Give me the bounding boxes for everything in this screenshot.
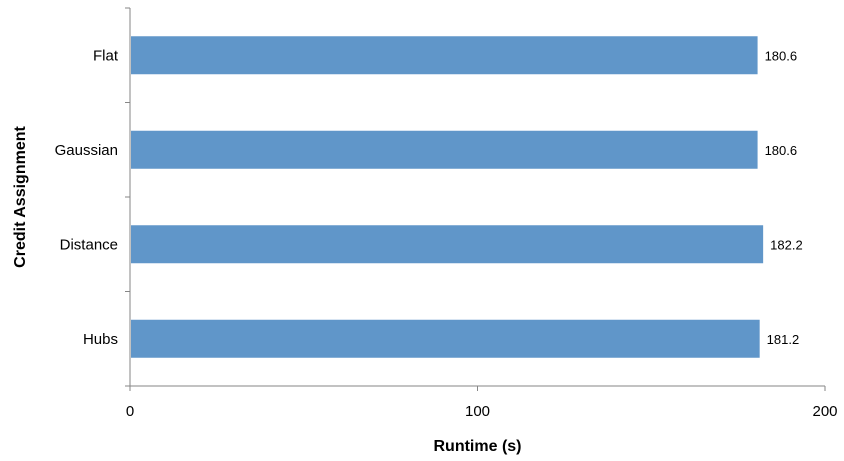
- bar-hubs: [131, 319, 760, 358]
- bar-flat: [131, 36, 758, 75]
- bar-distance: [131, 225, 764, 264]
- data-label-flat: 180.6: [765, 48, 798, 63]
- x-axis: 0 100 200: [126, 385, 838, 420]
- x-tick-label-100: 100: [465, 403, 490, 420]
- bar-gaussian: [131, 130, 758, 169]
- y-axis: Flat Gaussian Distance Hubs: [55, 7, 131, 387]
- category-label-gaussian: Gaussian: [55, 142, 118, 159]
- x-tick-label-0: 0: [126, 403, 134, 420]
- data-label-gaussian: 180.6: [765, 143, 798, 158]
- y-axis-title: Credit Assignment: [12, 126, 29, 268]
- bars-group: [131, 36, 764, 358]
- data-label-hubs: 181.2: [767, 332, 800, 347]
- x-tick-label-200: 200: [812, 403, 837, 420]
- category-label-flat: Flat: [93, 47, 119, 64]
- category-label-distance: Distance: [60, 236, 118, 253]
- data-label-distance: 182.2: [770, 237, 803, 252]
- category-label-hubs: Hubs: [83, 331, 118, 348]
- x-axis-title: Runtime (s): [434, 438, 522, 455]
- data-labels-group: 180.6 180.6 182.2 181.2: [765, 48, 803, 347]
